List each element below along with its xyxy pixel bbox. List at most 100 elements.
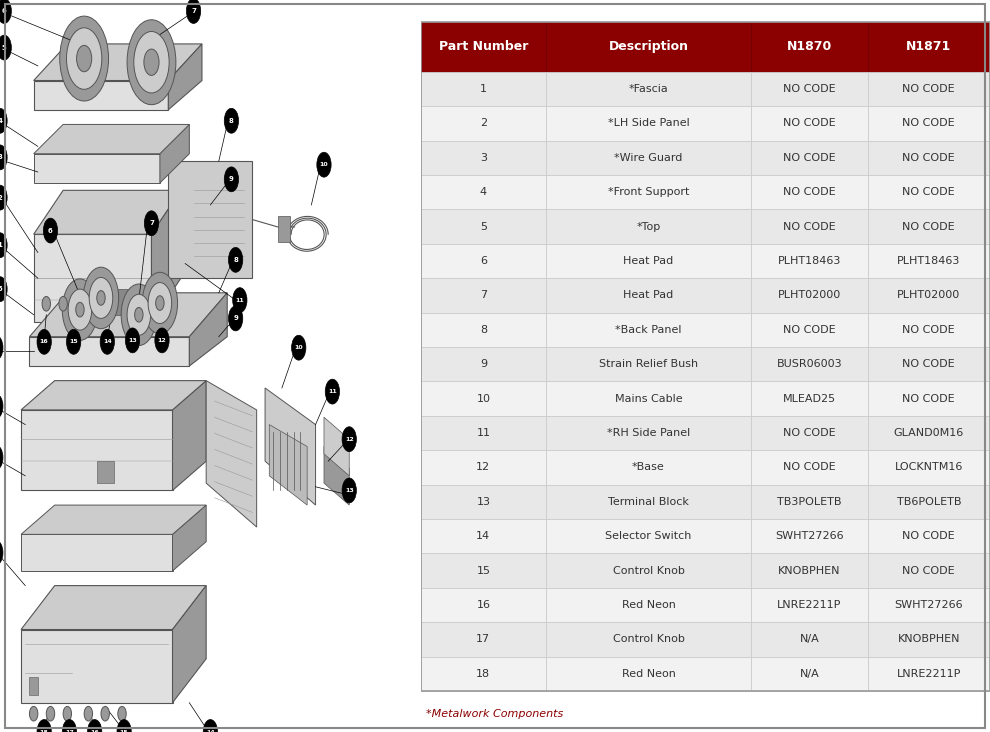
Polygon shape xyxy=(324,447,349,505)
Text: 6: 6 xyxy=(480,256,487,266)
Polygon shape xyxy=(139,293,148,315)
Circle shape xyxy=(75,302,84,317)
FancyBboxPatch shape xyxy=(421,553,546,588)
FancyBboxPatch shape xyxy=(750,278,867,313)
Text: 11: 11 xyxy=(328,389,337,394)
Text: 4: 4 xyxy=(480,187,487,197)
Polygon shape xyxy=(151,190,181,322)
Text: 7: 7 xyxy=(191,8,196,14)
FancyBboxPatch shape xyxy=(421,381,546,416)
FancyBboxPatch shape xyxy=(546,622,750,657)
Text: Control Knob: Control Knob xyxy=(613,635,684,644)
Text: 1: 1 xyxy=(480,84,487,94)
FancyBboxPatch shape xyxy=(867,244,990,278)
Text: TB6POLETB: TB6POLETB xyxy=(897,497,961,507)
Text: Terminal Block: Terminal Block xyxy=(608,497,689,507)
FancyBboxPatch shape xyxy=(867,278,990,313)
Circle shape xyxy=(121,284,156,346)
Polygon shape xyxy=(30,677,38,695)
FancyBboxPatch shape xyxy=(421,72,546,106)
Text: KNOBPHEN: KNOBPHEN xyxy=(898,635,960,644)
FancyBboxPatch shape xyxy=(867,209,990,244)
Text: Heat Pad: Heat Pad xyxy=(624,256,673,266)
FancyBboxPatch shape xyxy=(421,519,546,553)
Polygon shape xyxy=(159,124,189,183)
Circle shape xyxy=(145,211,158,236)
Circle shape xyxy=(84,706,93,721)
Text: NO CODE: NO CODE xyxy=(783,119,836,128)
Text: 15: 15 xyxy=(69,340,78,344)
Polygon shape xyxy=(324,417,349,476)
Text: N1870: N1870 xyxy=(787,40,832,53)
Polygon shape xyxy=(172,586,206,703)
Text: Part Number: Part Number xyxy=(439,40,528,53)
Circle shape xyxy=(127,294,150,335)
Text: *Wire Guard: *Wire Guard xyxy=(614,153,683,163)
Circle shape xyxy=(47,706,54,721)
Text: 5: 5 xyxy=(480,222,487,231)
FancyBboxPatch shape xyxy=(867,347,990,381)
Circle shape xyxy=(118,706,127,721)
Circle shape xyxy=(154,328,169,353)
Circle shape xyxy=(186,0,201,23)
Text: NO CODE: NO CODE xyxy=(903,531,955,541)
FancyBboxPatch shape xyxy=(867,416,990,450)
Text: 2: 2 xyxy=(0,195,2,201)
Text: NO CODE: NO CODE xyxy=(903,325,955,335)
FancyBboxPatch shape xyxy=(546,657,750,691)
Text: *RH Side Panel: *RH Side Panel xyxy=(607,428,690,438)
FancyBboxPatch shape xyxy=(750,72,867,106)
Polygon shape xyxy=(30,293,228,337)
FancyBboxPatch shape xyxy=(867,141,990,175)
Text: 10: 10 xyxy=(476,394,490,403)
Text: NO CODE: NO CODE xyxy=(783,153,836,163)
Text: 4: 4 xyxy=(0,118,3,124)
FancyBboxPatch shape xyxy=(421,347,546,381)
FancyBboxPatch shape xyxy=(421,209,546,244)
Circle shape xyxy=(62,279,98,340)
Circle shape xyxy=(0,108,7,133)
FancyBboxPatch shape xyxy=(750,622,867,657)
Circle shape xyxy=(83,267,119,329)
Circle shape xyxy=(42,296,50,311)
Text: NO CODE: NO CODE xyxy=(783,325,836,335)
Text: 13: 13 xyxy=(476,497,490,507)
Text: *Front Support: *Front Support xyxy=(608,187,689,197)
FancyBboxPatch shape xyxy=(546,175,750,209)
FancyBboxPatch shape xyxy=(750,141,867,175)
Circle shape xyxy=(63,706,71,721)
Circle shape xyxy=(317,152,331,177)
Circle shape xyxy=(233,288,247,313)
Circle shape xyxy=(97,291,105,305)
FancyBboxPatch shape xyxy=(867,313,990,347)
Text: 11: 11 xyxy=(476,428,490,438)
FancyBboxPatch shape xyxy=(421,450,546,485)
Polygon shape xyxy=(97,461,114,483)
FancyBboxPatch shape xyxy=(546,553,750,588)
Text: 6: 6 xyxy=(49,228,52,234)
FancyBboxPatch shape xyxy=(750,22,867,72)
FancyBboxPatch shape xyxy=(546,278,750,313)
Circle shape xyxy=(0,335,3,360)
Circle shape xyxy=(44,218,57,243)
FancyBboxPatch shape xyxy=(867,519,990,553)
Text: LNRE2211P: LNRE2211P xyxy=(777,600,841,610)
FancyBboxPatch shape xyxy=(421,657,546,691)
Text: 5: 5 xyxy=(0,286,2,292)
FancyBboxPatch shape xyxy=(750,416,867,450)
FancyBboxPatch shape xyxy=(546,416,750,450)
Text: LNRE2211P: LNRE2211P xyxy=(897,669,961,679)
FancyBboxPatch shape xyxy=(867,175,990,209)
Circle shape xyxy=(76,45,92,72)
FancyBboxPatch shape xyxy=(421,278,546,313)
FancyBboxPatch shape xyxy=(867,485,990,519)
FancyBboxPatch shape xyxy=(421,485,546,519)
FancyBboxPatch shape xyxy=(750,381,867,416)
Polygon shape xyxy=(168,161,252,278)
Text: NO CODE: NO CODE xyxy=(783,222,836,231)
Text: SWHT27266: SWHT27266 xyxy=(775,531,843,541)
Circle shape xyxy=(225,167,239,192)
Text: 12: 12 xyxy=(345,437,353,441)
Text: N/A: N/A xyxy=(799,669,819,679)
Polygon shape xyxy=(21,381,206,410)
